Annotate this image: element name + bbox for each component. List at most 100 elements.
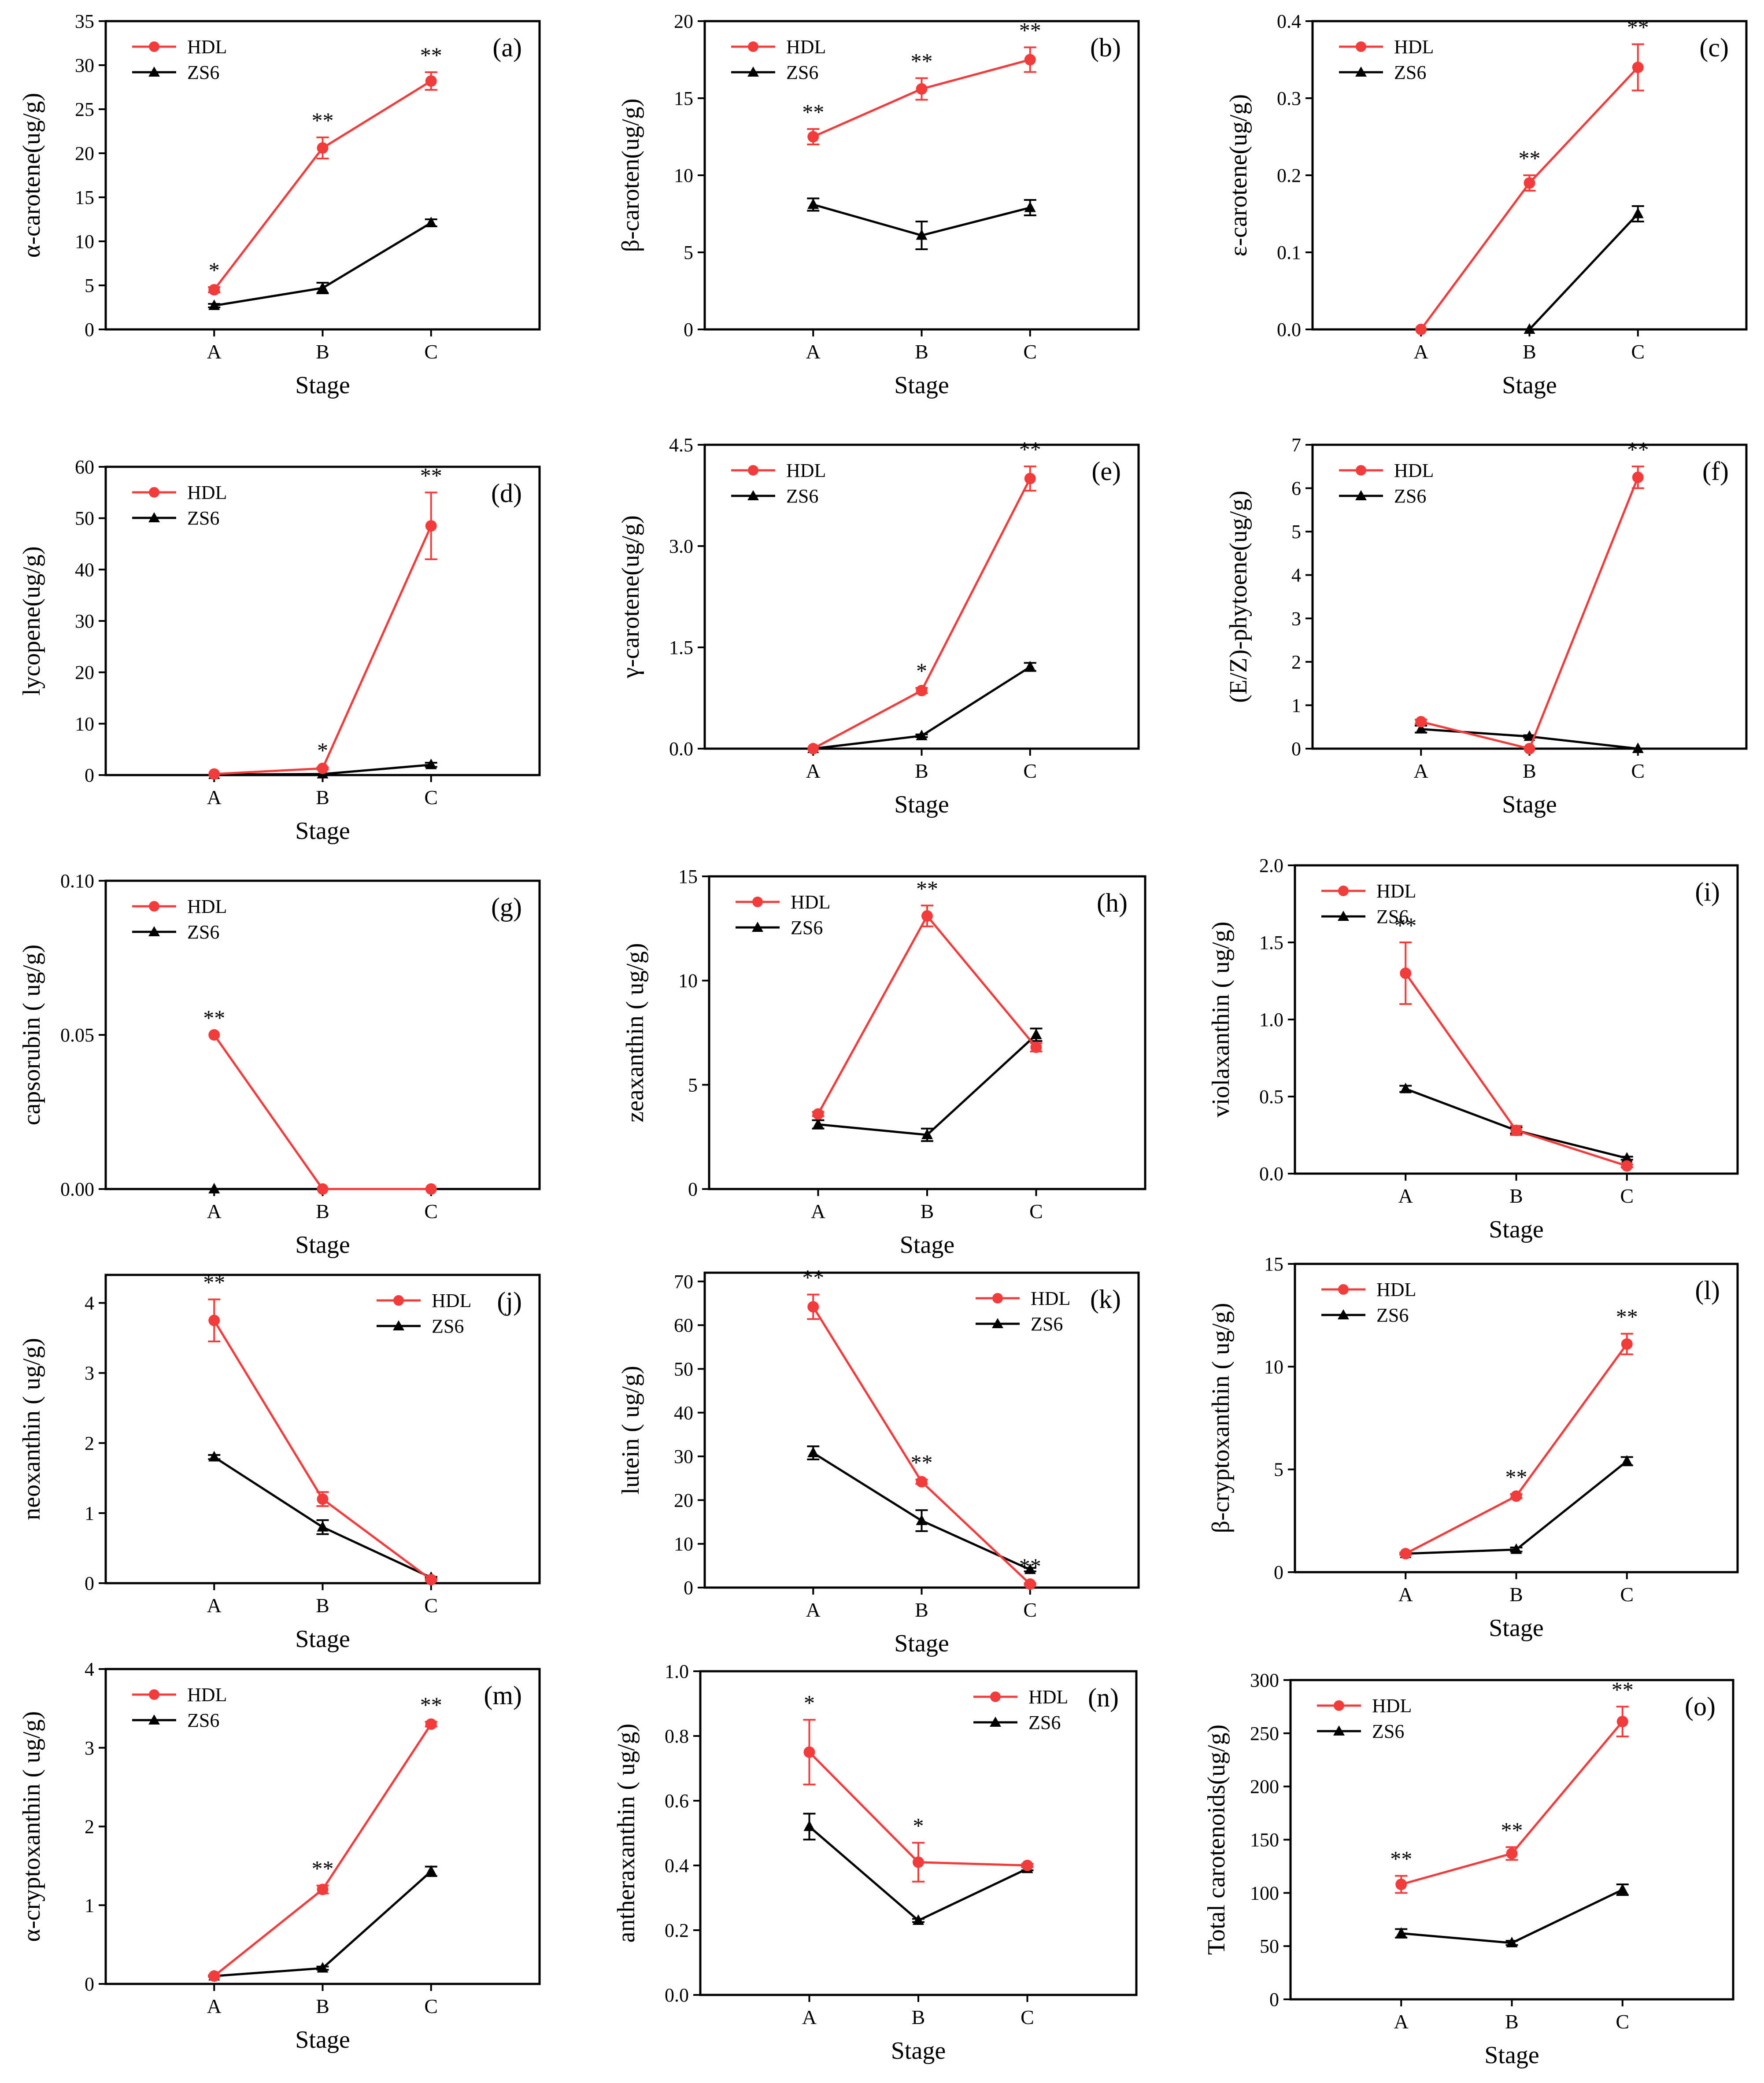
x-tick-label: B — [316, 340, 329, 363]
y-axis-title: zeaxanthin ( ug/g) — [621, 943, 649, 1122]
y-tick-label: 100 — [1250, 1882, 1279, 1904]
significance-marker: ** — [1019, 1554, 1041, 1578]
y-tick-label: 0.4 — [665, 1855, 689, 1876]
panel-label: (d) — [491, 479, 522, 508]
significance-marker: ** — [1505, 1465, 1527, 1489]
y-tick-label: 200 — [1250, 1776, 1279, 1798]
legend-marker-hdl — [149, 41, 159, 52]
y-tick-label: 35 — [75, 11, 94, 32]
legend-marker-hdl — [149, 901, 159, 912]
legend-label-hdl: HDL — [791, 891, 830, 913]
x-tick-label: B — [915, 1599, 928, 1621]
data-point-zs6 — [1616, 1884, 1628, 1895]
legend-label-zs6: ZS6 — [432, 1315, 464, 1337]
significance-marker: ** — [802, 1265, 824, 1290]
series-line-hdl — [813, 478, 1031, 750]
x-axis-title: Stage — [894, 791, 949, 818]
y-tick-label: 150 — [1250, 1829, 1279, 1851]
legend-marker-hdl — [1356, 41, 1366, 52]
legend-marker-hdl — [149, 1689, 159, 1700]
y-tick-label: 10 — [674, 1533, 693, 1555]
legend-label-zs6: ZS6 — [786, 485, 818, 507]
y-tick-label: 0.0 — [1259, 1163, 1283, 1185]
data-point-zs6 — [317, 1962, 329, 1973]
y-tick-label: 30 — [75, 610, 94, 632]
y-tick-label: 5 — [688, 1074, 698, 1096]
chart-panel-a: 0 5 10 15 20 25 30 35 A B C Stage α-carotene(ug/g) (a… — [18, 11, 541, 399]
panel-label: (c) — [1699, 33, 1729, 62]
data-point-zs6 — [916, 229, 928, 240]
y-tick-label: 60 — [674, 1315, 693, 1336]
y-tick-label: 10 — [1264, 1356, 1283, 1378]
significance-marker: ** — [1616, 1304, 1638, 1329]
y-tick-label: 1.5 — [669, 637, 693, 658]
data-point-hdl — [317, 142, 329, 154]
y-tick-label: 0.1 — [1277, 242, 1301, 263]
legend-marker-zs6 — [747, 490, 759, 500]
legend-label-hdl: HDL — [1376, 880, 1416, 902]
legend-label-zs6: ZS6 — [187, 1710, 219, 1731]
y-axis-title: ε-carotene(ug/g) — [1225, 94, 1252, 257]
x-tick-label: B — [1505, 2010, 1519, 2033]
data-point-hdl — [1632, 62, 1644, 73]
data-point-zs6 — [1621, 1152, 1633, 1163]
data-point-hdl — [1510, 1490, 1522, 1502]
data-point-zs6 — [1415, 723, 1427, 734]
y-tick-label: 15 — [678, 866, 698, 887]
legend-label-zs6: ZS6 — [1394, 62, 1426, 83]
y-tick-label: 50 — [75, 508, 94, 529]
panel-label: (o) — [1685, 1692, 1716, 1721]
y-tick-label: 20 — [674, 1489, 693, 1511]
legend-label-hdl: HDL — [1394, 36, 1434, 58]
legend-marker-hdl — [1356, 465, 1366, 476]
legend-label-zs6: ZS6 — [1372, 1721, 1404, 1742]
panel-label: (b) — [1090, 33, 1121, 62]
data-point-zs6 — [1524, 323, 1535, 334]
data-point-hdl — [1400, 1548, 1412, 1559]
series-line-hdl — [817, 914, 1037, 1115]
legend-label-hdl: HDL — [786, 36, 826, 58]
data-point-hdl — [913, 1856, 924, 1868]
y-tick-label: 0 — [1274, 1562, 1283, 1583]
series-line-zs6 — [818, 1034, 1037, 1136]
significance-marker: ** — [911, 49, 933, 74]
x-axis-title: Stage — [894, 1630, 949, 1657]
y-tick-label: 4.5 — [669, 434, 693, 456]
data-point-hdl — [807, 1301, 819, 1313]
y-tick-label: 40 — [674, 1402, 693, 1424]
y-tick-label: 2 — [85, 1816, 94, 1838]
x-tick-label: C — [1631, 340, 1645, 363]
y-tick-label: 2 — [85, 1433, 94, 1454]
significance-marker: ** — [420, 463, 442, 488]
plot-frame — [703, 1271, 1140, 1589]
plot-frame — [104, 1668, 541, 1985]
legend-marker-hdl — [1338, 886, 1349, 896]
series-line-hdl — [213, 1034, 431, 1190]
plot-frame — [703, 443, 1140, 750]
legend-label-zs6: ZS6 — [1031, 1313, 1063, 1335]
panel-label: (a) — [492, 33, 522, 62]
y-tick-label: 0.8 — [665, 1725, 689, 1747]
data-point-hdl — [1395, 1879, 1407, 1890]
chart-panel-n: 0.0 0.2 0.4 0.6 0.8 1.0 A B C Stage antheraxanthin… — [613, 1661, 1138, 2065]
x-axis-title: Stage — [891, 2037, 946, 2065]
data-point-hdl — [1632, 471, 1644, 483]
data-point-hdl — [1616, 1716, 1628, 1728]
x-tick-label: C — [1023, 340, 1037, 363]
y-tick-label: 5 — [85, 275, 94, 296]
significance-marker: ** — [1627, 437, 1649, 462]
plot-frame — [104, 1274, 541, 1584]
y-tick-label: 30 — [75, 55, 94, 76]
significance-marker: * — [804, 1690, 815, 1715]
legend-marker-hdl — [748, 41, 758, 52]
data-point-hdl — [1524, 177, 1535, 189]
data-point-zs6 — [807, 198, 819, 209]
data-point-zs6 — [1400, 1082, 1412, 1093]
y-axis-title: capsorubin ( ug/g) — [18, 945, 45, 1126]
x-tick-label: C — [424, 786, 438, 809]
y-tick-label: 0 — [85, 319, 94, 340]
legend-marker-zs6 — [393, 1320, 404, 1330]
data-point-hdl — [812, 1108, 824, 1120]
data-point-zs6 — [812, 1118, 824, 1129]
x-tick-label: B — [915, 760, 928, 782]
